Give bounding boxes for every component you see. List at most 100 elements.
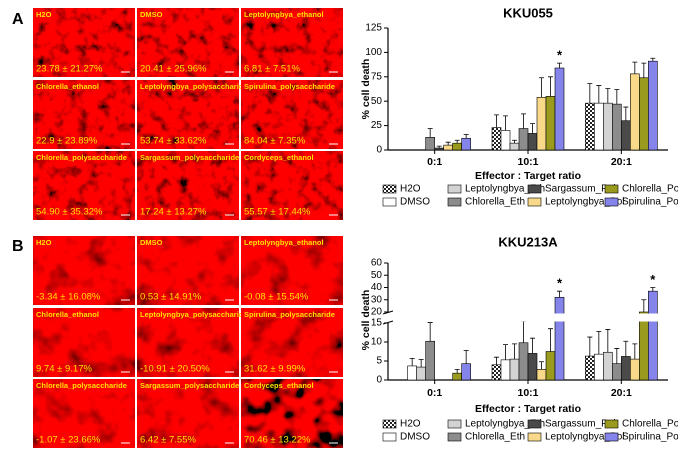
error-bar xyxy=(512,343,517,360)
bar xyxy=(500,359,511,381)
bar xyxy=(527,133,538,151)
error-bar xyxy=(650,57,656,62)
image-value: 9.74 ± 9.17% xyxy=(36,364,92,375)
legend-label: Leptolyngbya_Eth xyxy=(465,184,545,195)
bar xyxy=(434,147,444,151)
bar xyxy=(621,356,631,381)
error-bar xyxy=(605,329,611,353)
image-name: Leptolyngbya_polysaccharide xyxy=(140,82,248,91)
significance: * xyxy=(650,272,656,287)
micrograph xyxy=(137,379,239,448)
image-name: Spirulina_polysaccharide xyxy=(244,310,335,319)
x-axis-title: Effector : Target ratio xyxy=(475,403,581,415)
legend-swatch xyxy=(527,184,542,194)
legend-label: Leptolyngbya_Eth xyxy=(465,419,545,430)
legend-label: Chlorella_Pol xyxy=(622,419,678,430)
error-bar xyxy=(530,337,535,354)
panel-label: A xyxy=(12,11,24,28)
bar xyxy=(491,127,502,151)
error-bar xyxy=(494,356,499,365)
legend-swatch xyxy=(527,419,542,429)
error-bar xyxy=(623,106,629,121)
y-tick-label: 0 xyxy=(376,145,382,156)
bar xyxy=(639,77,649,151)
error-bar xyxy=(596,330,602,355)
micrograph xyxy=(33,151,135,220)
bar xyxy=(443,144,453,151)
y-axis-title: % cell death xyxy=(360,290,372,351)
legend-swatch xyxy=(527,432,542,442)
bar xyxy=(612,363,622,381)
y-tick-label: 100 xyxy=(365,47,382,58)
micrograph xyxy=(137,151,239,220)
bar xyxy=(491,364,502,381)
error-bar xyxy=(596,85,602,104)
error-bar xyxy=(503,115,508,131)
bar xyxy=(639,311,649,381)
error-bar xyxy=(463,349,469,364)
error-bar xyxy=(614,348,620,364)
bar xyxy=(585,102,595,151)
y-tick-label: 15 xyxy=(371,318,383,329)
legend-label: DMSO xyxy=(400,432,430,443)
error-bar xyxy=(641,299,647,312)
break-mark xyxy=(382,310,394,325)
bar xyxy=(648,60,658,151)
y-tick-label: 50 xyxy=(371,96,383,107)
bar xyxy=(500,130,511,151)
error-bar xyxy=(427,128,433,138)
micrograph xyxy=(137,308,239,377)
image-value: 20.41 ± 25.96% xyxy=(140,64,207,75)
legend-label: H2O xyxy=(400,419,421,430)
error-bar xyxy=(548,328,553,352)
bar xyxy=(630,73,640,151)
image-name: Leptolyngbya_ethanol xyxy=(244,238,324,247)
legend-swatch xyxy=(382,432,397,442)
y-tick-label: 20 xyxy=(371,307,383,318)
error-bar xyxy=(521,113,526,129)
legend-swatch xyxy=(604,432,619,442)
y-axis-title: % cell death xyxy=(360,59,372,120)
legend-swatch xyxy=(447,419,462,429)
legend-label: Chlorella_Eth xyxy=(465,197,525,208)
bar xyxy=(452,142,462,151)
image-name: Chlorella_polysaccharide xyxy=(36,381,127,390)
x-tick-label: 10:1 xyxy=(517,387,538,399)
micrograph xyxy=(241,236,343,305)
x-axis-title: Effector : Target ratio xyxy=(475,170,581,182)
bar xyxy=(630,358,640,381)
y-tick-label: 5 xyxy=(376,356,382,367)
image-value: 0.53 ± 14.91% xyxy=(140,292,202,303)
error-bar xyxy=(632,61,638,74)
legend-swatch xyxy=(447,197,462,207)
y-tick-label: 50 xyxy=(371,270,383,281)
error-bar xyxy=(521,320,526,343)
micrograph xyxy=(241,379,343,448)
micrograph xyxy=(33,236,135,305)
y-tick-label: 125 xyxy=(365,23,382,34)
error-bar xyxy=(650,287,656,292)
legend-swatch xyxy=(447,184,462,194)
bar xyxy=(554,296,565,381)
error-bar xyxy=(539,361,544,370)
x-tick-label: 0:1 xyxy=(427,387,442,399)
image-value: -1.07 ± 23.66% xyxy=(36,435,101,446)
error-bar xyxy=(463,133,469,139)
legend-swatch xyxy=(604,197,619,207)
legend-label: Spirulina_Pol xyxy=(622,432,678,443)
error-bar xyxy=(587,336,593,357)
image-value: 22.9 ± 23.89% xyxy=(36,136,98,147)
significance: * xyxy=(557,48,563,63)
image-value: 6.81 ± 7.51% xyxy=(244,64,300,75)
y-tick-label: 25 xyxy=(371,120,383,131)
image-value: 6.42 ± 7.55% xyxy=(140,435,196,446)
bar xyxy=(407,365,417,381)
image-name: Chlorella_ethanol xyxy=(36,82,99,91)
bar xyxy=(585,355,595,381)
bar xyxy=(603,351,613,381)
image-name: DMSO xyxy=(140,238,163,247)
bar xyxy=(425,340,435,381)
error-bar xyxy=(427,322,433,342)
image-value: 70.46 ± 13.22% xyxy=(244,435,311,446)
legend-swatch xyxy=(604,419,619,429)
